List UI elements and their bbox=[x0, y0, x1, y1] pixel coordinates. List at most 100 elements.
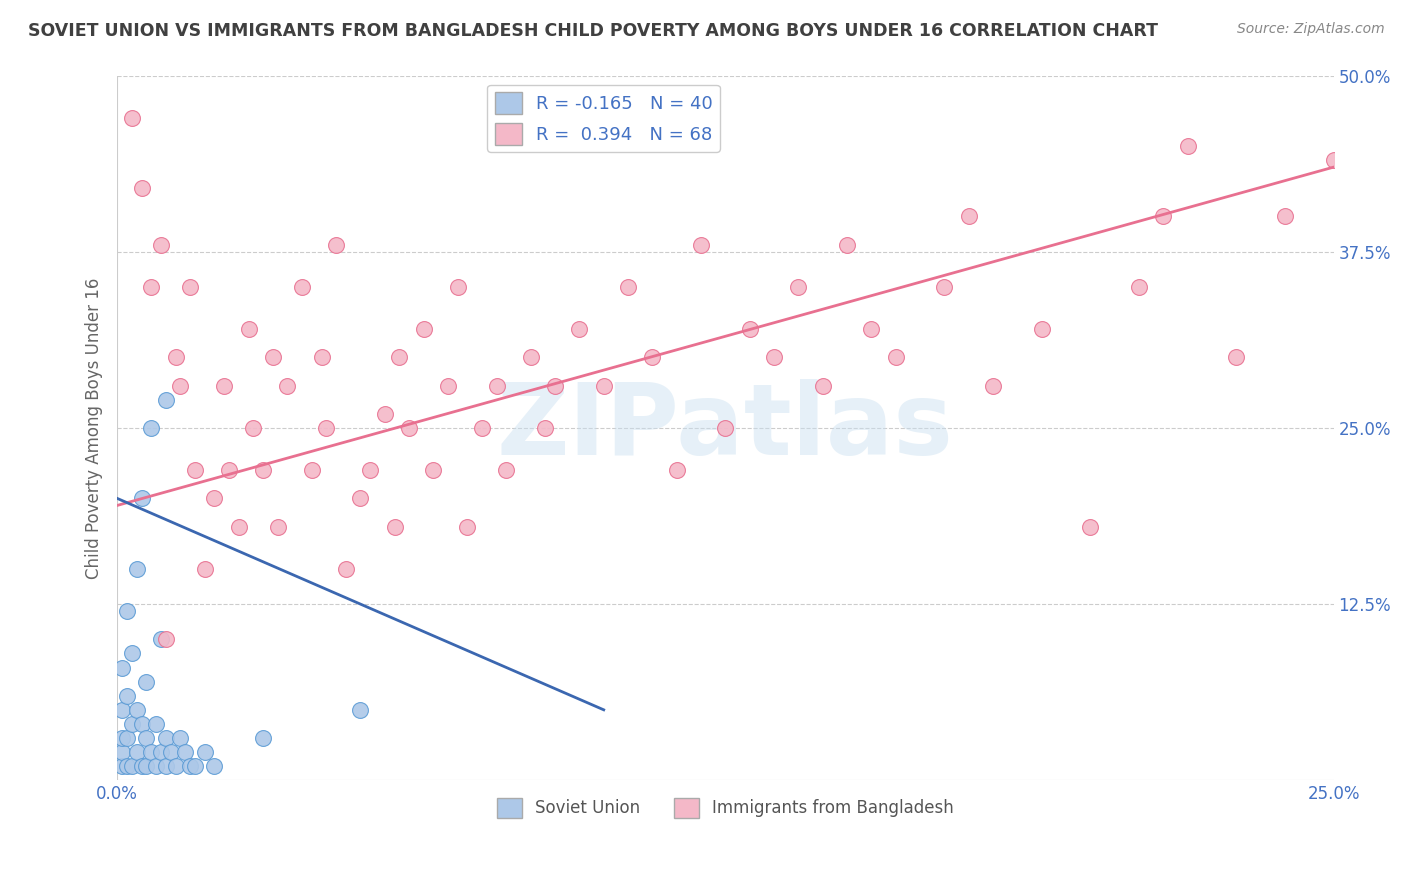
Point bbox=[437, 378, 460, 392]
Point bbox=[388, 351, 411, 365]
Point bbox=[131, 759, 153, 773]
Point bbox=[763, 351, 786, 365]
Point bbox=[690, 237, 713, 252]
Point bbox=[184, 463, 207, 477]
Point bbox=[141, 421, 163, 435]
Point bbox=[115, 759, 138, 773]
Point bbox=[242, 421, 264, 435]
Point bbox=[714, 421, 737, 435]
Point bbox=[121, 759, 143, 773]
Point bbox=[315, 421, 337, 435]
Point bbox=[155, 731, 177, 745]
Point bbox=[184, 759, 207, 773]
Point bbox=[131, 491, 153, 506]
Point bbox=[204, 759, 226, 773]
Point bbox=[218, 463, 240, 477]
Point bbox=[519, 351, 541, 365]
Point bbox=[125, 745, 148, 759]
Point bbox=[212, 378, 235, 392]
Point bbox=[145, 717, 167, 731]
Point bbox=[111, 703, 134, 717]
Y-axis label: Child Poverty Among Boys Under 16: Child Poverty Among Boys Under 16 bbox=[86, 277, 103, 579]
Point bbox=[1031, 322, 1053, 336]
Point bbox=[1177, 139, 1199, 153]
Point bbox=[981, 378, 1004, 392]
Point bbox=[155, 632, 177, 647]
Point bbox=[149, 745, 172, 759]
Point bbox=[1128, 280, 1150, 294]
Point bbox=[811, 378, 834, 392]
Point bbox=[111, 731, 134, 745]
Point bbox=[934, 280, 956, 294]
Text: SOVIET UNION VS IMMIGRANTS FROM BANGLADESH CHILD POVERTY AMONG BOYS UNDER 16 COR: SOVIET UNION VS IMMIGRANTS FROM BANGLADE… bbox=[28, 22, 1159, 40]
Point bbox=[228, 519, 250, 533]
Point bbox=[374, 407, 396, 421]
Point bbox=[301, 463, 323, 477]
Point bbox=[204, 491, 226, 506]
Point bbox=[349, 491, 371, 506]
Point bbox=[1274, 210, 1296, 224]
Point bbox=[495, 463, 517, 477]
Point bbox=[194, 745, 217, 759]
Point bbox=[456, 519, 478, 533]
Legend: Soviet Union, Immigrants from Bangladesh: Soviet Union, Immigrants from Bangladesh bbox=[491, 791, 960, 825]
Point bbox=[115, 731, 138, 745]
Point bbox=[884, 351, 907, 365]
Point bbox=[145, 759, 167, 773]
Point bbox=[447, 280, 470, 294]
Point bbox=[131, 717, 153, 731]
Point bbox=[131, 181, 153, 195]
Point bbox=[398, 421, 420, 435]
Point bbox=[165, 759, 187, 773]
Point bbox=[1152, 210, 1174, 224]
Point bbox=[835, 237, 858, 252]
Point bbox=[592, 378, 614, 392]
Point bbox=[111, 745, 134, 759]
Text: Source: ZipAtlas.com: Source: ZipAtlas.com bbox=[1237, 22, 1385, 37]
Point bbox=[135, 759, 157, 773]
Text: ZIPatlas: ZIPatlas bbox=[496, 379, 953, 476]
Point bbox=[115, 604, 138, 618]
Point bbox=[179, 759, 201, 773]
Point bbox=[412, 322, 434, 336]
Point bbox=[291, 280, 314, 294]
Point bbox=[174, 745, 197, 759]
Point bbox=[252, 463, 274, 477]
Point bbox=[141, 280, 163, 294]
Point bbox=[349, 703, 371, 717]
Point bbox=[276, 378, 298, 392]
Point bbox=[165, 351, 187, 365]
Point bbox=[115, 689, 138, 703]
Point bbox=[141, 745, 163, 759]
Point bbox=[641, 351, 664, 365]
Point bbox=[149, 632, 172, 647]
Point bbox=[471, 421, 494, 435]
Point bbox=[111, 660, 134, 674]
Point bbox=[617, 280, 640, 294]
Point bbox=[787, 280, 810, 294]
Point bbox=[384, 519, 406, 533]
Point bbox=[568, 322, 591, 336]
Point bbox=[534, 421, 557, 435]
Point bbox=[311, 351, 333, 365]
Point bbox=[121, 647, 143, 661]
Point bbox=[359, 463, 381, 477]
Point bbox=[125, 562, 148, 576]
Point bbox=[159, 745, 181, 759]
Point bbox=[169, 731, 191, 745]
Point bbox=[125, 703, 148, 717]
Point bbox=[135, 731, 157, 745]
Point bbox=[325, 237, 347, 252]
Point bbox=[738, 322, 761, 336]
Point bbox=[238, 322, 260, 336]
Point bbox=[1322, 153, 1344, 167]
Point bbox=[149, 237, 172, 252]
Point bbox=[179, 280, 201, 294]
Point bbox=[544, 378, 567, 392]
Point bbox=[135, 674, 157, 689]
Point bbox=[155, 759, 177, 773]
Point bbox=[121, 111, 143, 125]
Point bbox=[169, 378, 191, 392]
Point bbox=[957, 210, 980, 224]
Point bbox=[252, 731, 274, 745]
